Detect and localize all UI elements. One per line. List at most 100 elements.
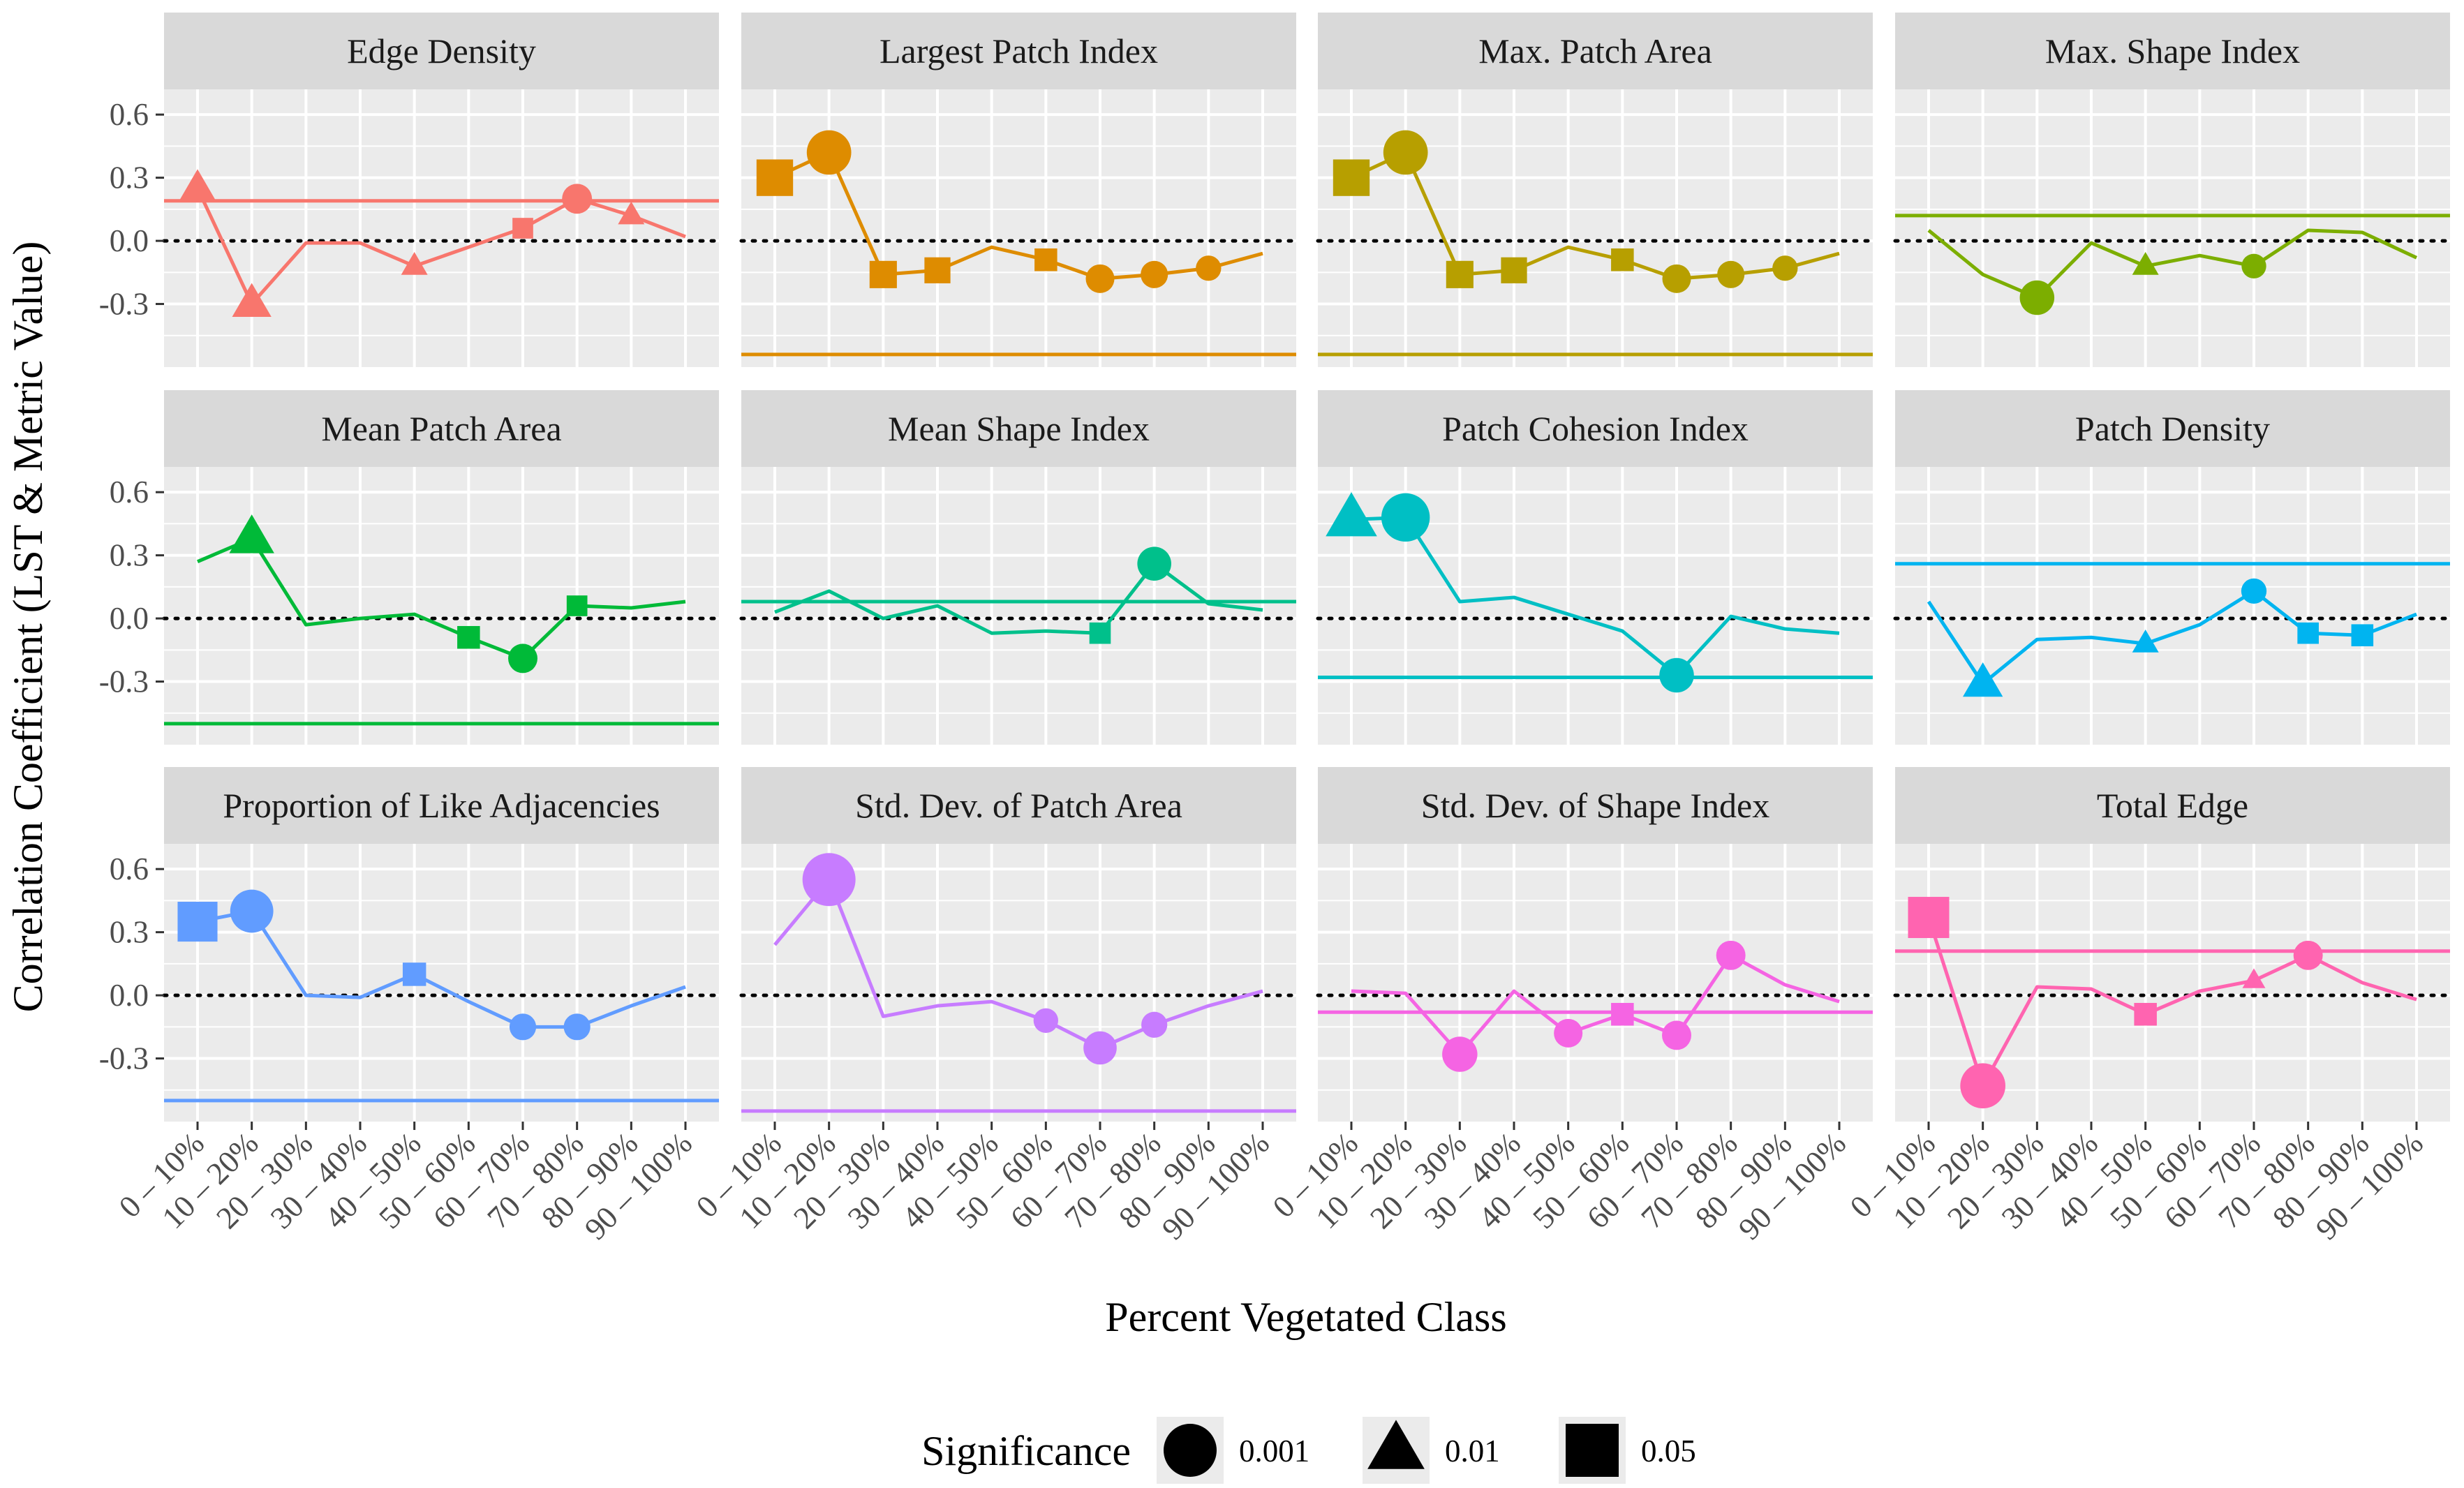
facet-strip — [1895, 767, 2450, 844]
series-line — [1927, 589, 2417, 686]
facet-strip — [164, 13, 719, 89]
data-point — [2351, 624, 2374, 646]
data-point — [1383, 130, 1428, 175]
data-point — [1034, 248, 1057, 271]
minor-gridlines — [741, 523, 1296, 714]
data-point — [1611, 248, 1634, 271]
facet-panel: Max. Shape Index — [1893, 13, 2452, 367]
data-point — [2241, 578, 2267, 604]
facet-strip — [1895, 390, 2450, 467]
data-point — [1963, 662, 2003, 697]
legend-label: 0.01 — [1445, 1434, 1500, 1468]
facet-title: Proportion of Like Adjacencies — [223, 786, 660, 825]
panel-background — [1318, 844, 1873, 1122]
minor-gridlines — [1895, 523, 2450, 714]
legend-item: 0.05 — [1559, 1417, 1696, 1484]
series-line — [197, 909, 686, 1029]
y-tick-label: 0.0 — [110, 978, 149, 1013]
major-gridlines — [1895, 467, 2450, 745]
data-point — [1141, 260, 1168, 288]
data-point — [2293, 940, 2323, 970]
data-point — [1717, 260, 1745, 288]
data-point — [2132, 630, 2159, 653]
data-point — [401, 252, 428, 275]
legend-label: 0.001 — [1239, 1434, 1309, 1468]
facet-title: Mean Patch Area — [321, 409, 561, 448]
facet-panel: Edge Density 0.6 0.3 0.0 -0.3 — [99, 13, 721, 367]
legend-item: 0.01 — [1363, 1417, 1500, 1484]
y-tick-label: 0.3 — [110, 538, 149, 573]
data-point — [509, 1013, 537, 1041]
data-point — [2241, 253, 2266, 278]
data-point — [802, 853, 856, 907]
data-point — [1611, 1002, 1634, 1026]
data-point — [2134, 1002, 2157, 1026]
data-point — [756, 159, 794, 196]
series-line — [1351, 515, 1840, 677]
facet-title: Patch Cohesion Index — [1442, 409, 1749, 448]
facet-title: Max. Shape Index — [2045, 31, 2300, 70]
facet-panel: Max. Patch Area — [1316, 13, 1875, 367]
legend-key-symbol — [1164, 1424, 1217, 1477]
facet-title: Patch Density — [2075, 409, 2270, 448]
data-point — [1196, 255, 1222, 281]
data-point — [1333, 159, 1370, 196]
y-axis-title: Correlation Coefficient (LST & Metric Va… — [5, 241, 51, 1013]
data-point — [1960, 1063, 2005, 1109]
data-point — [457, 625, 480, 649]
minor-gridlines — [1895, 145, 2450, 336]
y-tick-label: 0.6 — [110, 475, 149, 509]
facet-panel: Proportion of Like Adjacencies 0.6 0.3 0.0 -… — [99, 767, 721, 1247]
data-point — [1908, 897, 1950, 939]
facet-title: Std. Dev. of Shape Index — [1421, 786, 1769, 825]
panel-background — [1895, 467, 2450, 745]
data-point — [229, 514, 274, 553]
y-tick-label: 0.0 — [110, 223, 149, 258]
facet-strip — [741, 13, 1296, 89]
data-point — [1089, 622, 1111, 644]
series-line — [1351, 953, 1840, 1057]
data-point — [1326, 492, 1377, 537]
facet-title: Largest Patch Index — [880, 31, 1158, 70]
data-point — [1501, 257, 1527, 283]
y-tick-label: -0.3 — [99, 1041, 149, 1076]
panel-background — [741, 467, 1296, 745]
data-point — [1772, 255, 1798, 281]
series-line — [197, 537, 686, 660]
legend-keys: 0.001 0.01 0.05 — [1157, 1417, 1696, 1484]
data-point — [1554, 1018, 1583, 1048]
data-point — [1141, 1011, 1168, 1038]
facet-title: Mean Shape Index — [888, 409, 1150, 448]
data-point — [2242, 968, 2266, 988]
data-point — [230, 889, 274, 933]
facet-title: Std. Dev. of Patch Area — [855, 786, 1182, 825]
data-point — [869, 260, 897, 288]
series-line — [773, 877, 1263, 1050]
facet-title: Total Edge — [2097, 786, 2248, 825]
data-point — [1083, 1031, 1117, 1065]
data-point — [177, 902, 218, 942]
data-point — [232, 283, 272, 317]
panel-background — [164, 844, 719, 1122]
data-point — [924, 257, 951, 283]
facet-title: Max. Patch Area — [1478, 31, 1712, 70]
y-tick-label: 0.6 — [110, 851, 149, 886]
y-tick-label: 0.0 — [110, 601, 149, 636]
data-point — [1659, 657, 1694, 693]
data-point — [1716, 940, 1746, 970]
panel-background — [1895, 89, 2450, 367]
y-tick-label: -0.3 — [99, 664, 149, 699]
facet-strip — [164, 390, 719, 467]
data-point — [806, 130, 852, 175]
minor-gridlines — [164, 145, 719, 336]
data-point — [2297, 622, 2319, 644]
legend-item: 0.001 — [1157, 1417, 1309, 1484]
facet-title: Edge Density — [347, 31, 536, 70]
x-axis-title: Percent Vegetated Class — [1105, 1294, 1506, 1340]
facet-panel: Largest Patch Index — [739, 13, 1298, 367]
data-point — [402, 962, 426, 986]
facet-strip — [1318, 13, 1873, 89]
facet-strip — [164, 767, 719, 844]
